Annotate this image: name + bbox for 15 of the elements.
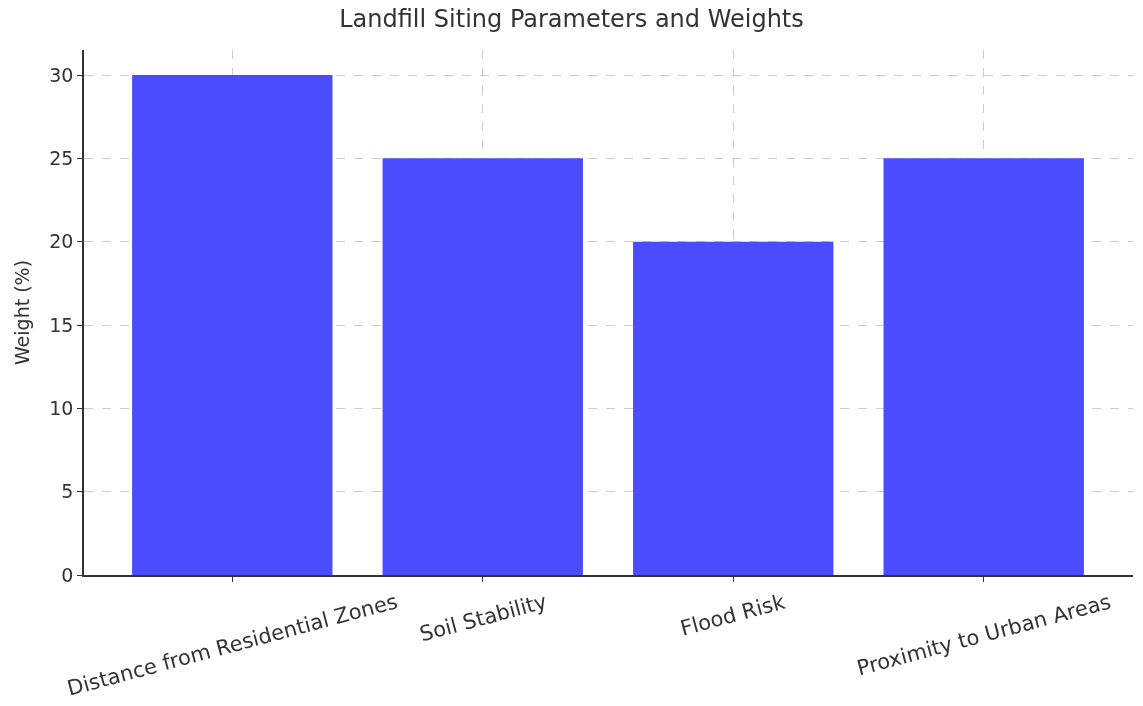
x-tick-label: Soil Stability [417,589,550,647]
y-tick-label: 20 [49,230,74,253]
chart-title: Landfill Siting Parameters and Weights [339,5,804,34]
bar [132,75,333,575]
y-tick-label: 25 [49,146,74,169]
bar [633,241,834,575]
y-tick-label: 30 [49,63,74,86]
y-tick-label: 5 [61,480,74,503]
y-tick-label: 15 [49,313,74,336]
bar [883,158,1084,575]
x-tick-label: Flood Risk [677,589,789,641]
bar [382,158,583,575]
y-axis-title: Weight (%) [10,259,33,366]
y-tick-label: 10 [49,396,74,419]
y-tick-label: 0 [61,563,74,586]
